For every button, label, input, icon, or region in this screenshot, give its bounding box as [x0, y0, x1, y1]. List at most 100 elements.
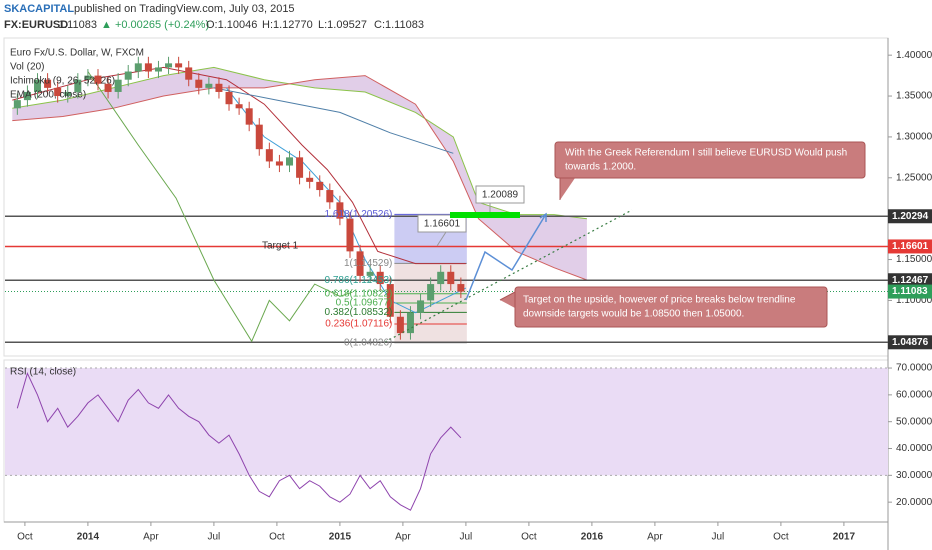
note-text: towards 1.2000. — [565, 162, 636, 173]
ohlc-low: L:1.09527 — [318, 19, 367, 31]
candle-body — [165, 63, 173, 68]
x-tick-label: Oct — [773, 532, 789, 543]
candle-body — [205, 83, 213, 88]
candle-body — [286, 157, 294, 166]
ohlc-high: H:1.12770 — [262, 19, 313, 31]
candle-body — [175, 63, 183, 68]
ohlc-close: C:1.11083 — [374, 19, 424, 31]
fib-label: 0.236(1.07116) — [325, 319, 392, 330]
candle-body — [336, 202, 344, 219]
indicator-label: Ichimoku (9, 26, 52, 26) — [10, 76, 115, 87]
rsi-title: RSI (14, close) — [10, 367, 76, 378]
chart-title: Euro Fx/U.S. Dollar, W, FXCM — [10, 48, 144, 59]
candle-body — [437, 271, 445, 285]
x-tick-label: 2015 — [329, 532, 352, 543]
candle-body — [306, 177, 314, 182]
x-tick-label: Jul — [712, 532, 725, 543]
callout: 1.20089 — [482, 190, 519, 201]
price-level-tag — [888, 335, 932, 350]
indicator-label: Vol (20) — [10, 62, 44, 73]
fib-label: 0.786(1.12453) — [325, 275, 393, 286]
x-tick-label: Apr — [395, 532, 411, 543]
y-tick-label: 20.0000 — [896, 497, 932, 508]
candle-body — [94, 75, 102, 84]
fib-label: 0.382(1.08532) — [325, 307, 393, 318]
y-tick-label: 1.25000 — [896, 172, 932, 183]
candle-body — [346, 218, 354, 252]
fib-label: 0.618(1.10822) — [325, 288, 393, 299]
candle-body — [457, 284, 465, 292]
trendline — [384, 209, 633, 343]
candle-body — [185, 67, 193, 80]
candle-body — [245, 108, 253, 125]
indicator-line — [213, 87, 454, 154]
candle-body — [235, 104, 243, 109]
y-tick-label: 1.15000 — [896, 254, 932, 265]
callout-box — [475, 185, 525, 204]
candle-body — [104, 83, 112, 92]
candle-body — [417, 300, 425, 313]
x-tick-label: Jul — [460, 532, 473, 543]
rsi-line — [16, 371, 462, 511]
candle-body — [356, 251, 364, 276]
candle-body — [265, 149, 273, 162]
y-tick-label: 30.0000 — [896, 470, 932, 481]
candle-body — [64, 91, 72, 97]
candle-body — [386, 284, 394, 317]
note-text: downside targets would be 1.08500 then 1… — [523, 309, 744, 320]
price-level-tag — [888, 209, 932, 224]
price-level-tag — [888, 284, 932, 299]
x-tick-label: Oct — [521, 532, 537, 543]
price-level-label: 1.20294 — [892, 211, 929, 222]
y-tick-label: 70.0000 — [896, 363, 932, 374]
price-level-tag — [888, 239, 932, 254]
fib-label: 1(1.14529) — [344, 258, 392, 269]
candle-body — [447, 271, 455, 285]
y-tick-label: 60.0000 — [896, 390, 932, 401]
symbol: FX:EURUSD — [4, 19, 68, 31]
price-level-label: 1.12467 — [892, 275, 929, 286]
target-label: Target 1 — [262, 241, 299, 252]
target-zone — [450, 212, 520, 218]
candle-body — [275, 161, 283, 166]
candle-body — [366, 271, 374, 276]
candle-body — [34, 79, 42, 92]
y-tick-label: 1.10000 — [896, 295, 932, 306]
fib-label: 0.5(1.09677) — [336, 298, 393, 309]
projection-arrow — [465, 213, 547, 301]
x-tick-label: Oct — [269, 532, 285, 543]
candle-body — [114, 79, 122, 92]
fib-label: 1.618(1.20526) — [325, 209, 393, 220]
candle-body — [215, 83, 223, 92]
rsi-band — [5, 368, 888, 476]
note-box — [514, 286, 828, 328]
candle-body — [154, 67, 162, 72]
candle-body — [296, 157, 304, 178]
y-tick-label: 1.30000 — [896, 132, 932, 143]
candle-body — [326, 190, 334, 203]
candle-body — [84, 75, 92, 80]
candle-body — [144, 63, 152, 72]
change: ▲ +0.00265 (+0.24%) — [101, 19, 209, 31]
candle-body — [13, 100, 21, 109]
candle-body — [427, 284, 435, 301]
x-tick-label: Apr — [647, 532, 663, 543]
candle-body — [225, 91, 233, 105]
candle-body — [396, 316, 404, 334]
fib-label: 0(1.04826) — [344, 337, 392, 348]
price-level-tag — [888, 273, 932, 288]
price-level-label: 1.11083 — [892, 286, 928, 297]
publisher[interactable]: SKACAPITAL — [4, 3, 74, 15]
y-tick-label: 40.0000 — [896, 443, 932, 454]
candle-body — [316, 181, 324, 191]
candle-body — [255, 124, 263, 150]
candle-body — [134, 63, 142, 72]
candle-body — [54, 87, 62, 97]
y-tick-label: 50.0000 — [896, 416, 932, 427]
note-box — [554, 141, 866, 179]
candle-body — [406, 312, 414, 334]
x-tick-label: 2014 — [77, 532, 100, 543]
callout-box — [417, 214, 467, 233]
x-tick-label: Jul — [208, 532, 221, 543]
